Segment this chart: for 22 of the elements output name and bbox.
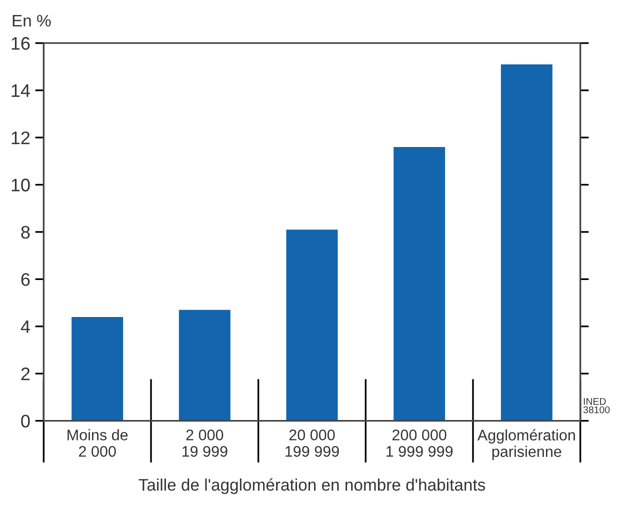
x-tick-label: 2 000 19 999 bbox=[182, 430, 228, 457]
y-axis-title: En % bbox=[12, 14, 51, 27]
x-tick-label: Moins de 2 000 bbox=[68, 429, 128, 457]
y-tick-label: 6 bbox=[21, 273, 30, 286]
bar bbox=[72, 316, 124, 421]
y-tick-label: 10 bbox=[12, 178, 30, 192]
bar bbox=[178, 310, 230, 421]
x-tick-label: 200 000 1 999 999 bbox=[386, 430, 453, 457]
bar bbox=[394, 146, 446, 421]
y-tick-label: 8 bbox=[21, 226, 30, 239]
y-tick-label: 12 bbox=[12, 131, 30, 144]
bar bbox=[500, 64, 552, 421]
x-tick-label: 20 000 199 999 bbox=[286, 430, 339, 457]
bar bbox=[286, 230, 338, 421]
y-tick-label: 4 bbox=[20, 320, 30, 333]
y-tick-label: 14 bbox=[12, 84, 30, 97]
x-axis-title: Taille de l'agglomération en nombre d'habitants bbox=[138, 478, 486, 494]
y-tick-label: 2 bbox=[21, 368, 30, 380]
y-tick-label: 16 bbox=[12, 37, 30, 50]
x-tick-label: Agglomération parisienne bbox=[477, 429, 575, 460]
y-tick-label: 0 bbox=[21, 414, 30, 428]
text: INED 38100 bbox=[583, 398, 610, 414]
